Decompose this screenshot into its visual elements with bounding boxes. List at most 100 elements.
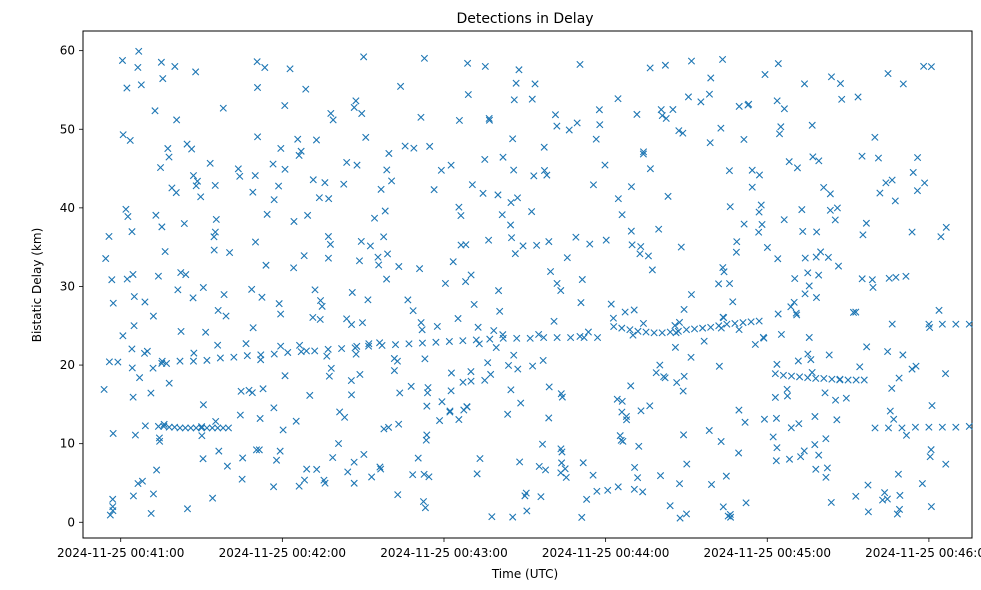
scatter-point xyxy=(198,432,206,440)
scatter-point xyxy=(486,335,494,343)
scatter-point xyxy=(811,441,819,449)
scatter-point xyxy=(177,327,185,335)
scatter-point xyxy=(467,368,475,376)
scatter-point xyxy=(804,374,812,382)
scatter-point xyxy=(216,354,224,362)
scatter-point xyxy=(602,236,610,244)
scatter-point xyxy=(292,417,300,425)
y-tick-label: 50 xyxy=(60,122,75,136)
scatter-point xyxy=(119,332,127,340)
scatter-point xyxy=(514,365,522,373)
y-tick-label: 0 xyxy=(67,515,75,529)
scatter-point xyxy=(628,241,636,249)
scatter-point xyxy=(578,513,586,521)
scatter-point xyxy=(419,497,428,506)
scatter-point xyxy=(149,364,157,372)
scatter-point xyxy=(719,503,727,511)
scatter-point xyxy=(807,356,815,364)
scatter-point xyxy=(539,356,547,365)
scatter-point xyxy=(300,252,308,260)
scatter-point xyxy=(800,80,809,88)
scatter-point xyxy=(798,206,806,214)
scatter-point xyxy=(787,372,796,380)
scatter-point xyxy=(545,238,553,246)
scatter-point xyxy=(253,83,262,92)
scatter-point xyxy=(197,424,206,432)
scatter-point xyxy=(281,372,289,380)
scatter-point xyxy=(309,313,317,322)
scatter-point xyxy=(306,391,314,399)
scatter-point xyxy=(541,466,550,474)
scatter-point xyxy=(381,207,389,215)
scatter-point xyxy=(499,153,507,161)
scatter-point xyxy=(348,288,356,297)
scatter-point xyxy=(787,303,795,311)
scatter-point xyxy=(822,473,830,481)
scatter-point xyxy=(772,414,781,422)
scatter-point xyxy=(511,250,519,258)
scatter-point xyxy=(507,386,515,394)
scatter-point xyxy=(646,165,654,173)
scatter-point xyxy=(457,211,465,220)
scatter-point xyxy=(747,318,755,326)
scatter-point xyxy=(586,240,594,248)
scatter-point xyxy=(627,183,636,191)
scatter-point xyxy=(159,75,167,83)
scatter-point xyxy=(775,130,784,138)
scatter-point xyxy=(769,433,777,441)
scatter-point xyxy=(952,423,960,431)
scatter-point xyxy=(455,203,463,211)
scatter-point xyxy=(277,310,285,318)
scatter-point xyxy=(808,121,816,129)
scatter-point xyxy=(925,320,933,328)
scatter-point xyxy=(109,299,117,307)
scatter-point xyxy=(562,473,570,482)
scatter-point xyxy=(377,185,385,193)
scatter-point xyxy=(952,320,960,328)
scatter-point xyxy=(129,492,138,500)
scatter-point xyxy=(538,440,547,448)
scatter-point xyxy=(368,473,376,481)
scatter-point xyxy=(446,407,454,415)
scatter-point xyxy=(755,171,764,179)
scatter-point xyxy=(149,490,158,498)
scatter-point xyxy=(773,444,781,452)
scatter-point xyxy=(123,275,131,283)
scatter-point xyxy=(639,319,648,328)
scatter-point xyxy=(884,347,892,356)
scatter-point xyxy=(673,378,681,387)
scatter-point xyxy=(158,357,166,365)
scatter-point xyxy=(741,418,749,426)
scatter-point xyxy=(680,305,688,314)
scatter-point xyxy=(793,164,802,172)
x-axis-title: Time (UTC) xyxy=(491,567,558,581)
scatter-point xyxy=(425,473,433,481)
scatter-point xyxy=(675,480,684,488)
scatter-point xyxy=(224,424,233,432)
x-tick-label: 2024-11-25 00:44:00 xyxy=(542,546,669,560)
scatter-point xyxy=(391,341,400,349)
scatter-point xyxy=(791,274,799,283)
scatter-point xyxy=(774,310,782,318)
scatter-point xyxy=(206,159,214,167)
scatter-point xyxy=(420,54,429,62)
scatter-point xyxy=(553,333,561,342)
scatter-point xyxy=(576,60,584,69)
scatter-point xyxy=(303,465,311,473)
scatter-point xyxy=(106,511,114,519)
scatter-point xyxy=(190,349,198,357)
scatter-point xyxy=(193,177,202,185)
scatter-point xyxy=(321,479,329,487)
scatter-point xyxy=(135,374,144,382)
scatter-point xyxy=(100,385,108,394)
scatter-point xyxy=(735,449,743,457)
scatter-point xyxy=(531,80,539,88)
scatter-point xyxy=(176,357,184,365)
scatter-point xyxy=(655,225,663,233)
scatter-point xyxy=(407,382,415,390)
scatter-point xyxy=(449,258,457,266)
scatter-point xyxy=(165,153,173,161)
scatter-point xyxy=(420,470,428,478)
scatter-point xyxy=(147,389,155,397)
scatter-point xyxy=(563,254,571,262)
